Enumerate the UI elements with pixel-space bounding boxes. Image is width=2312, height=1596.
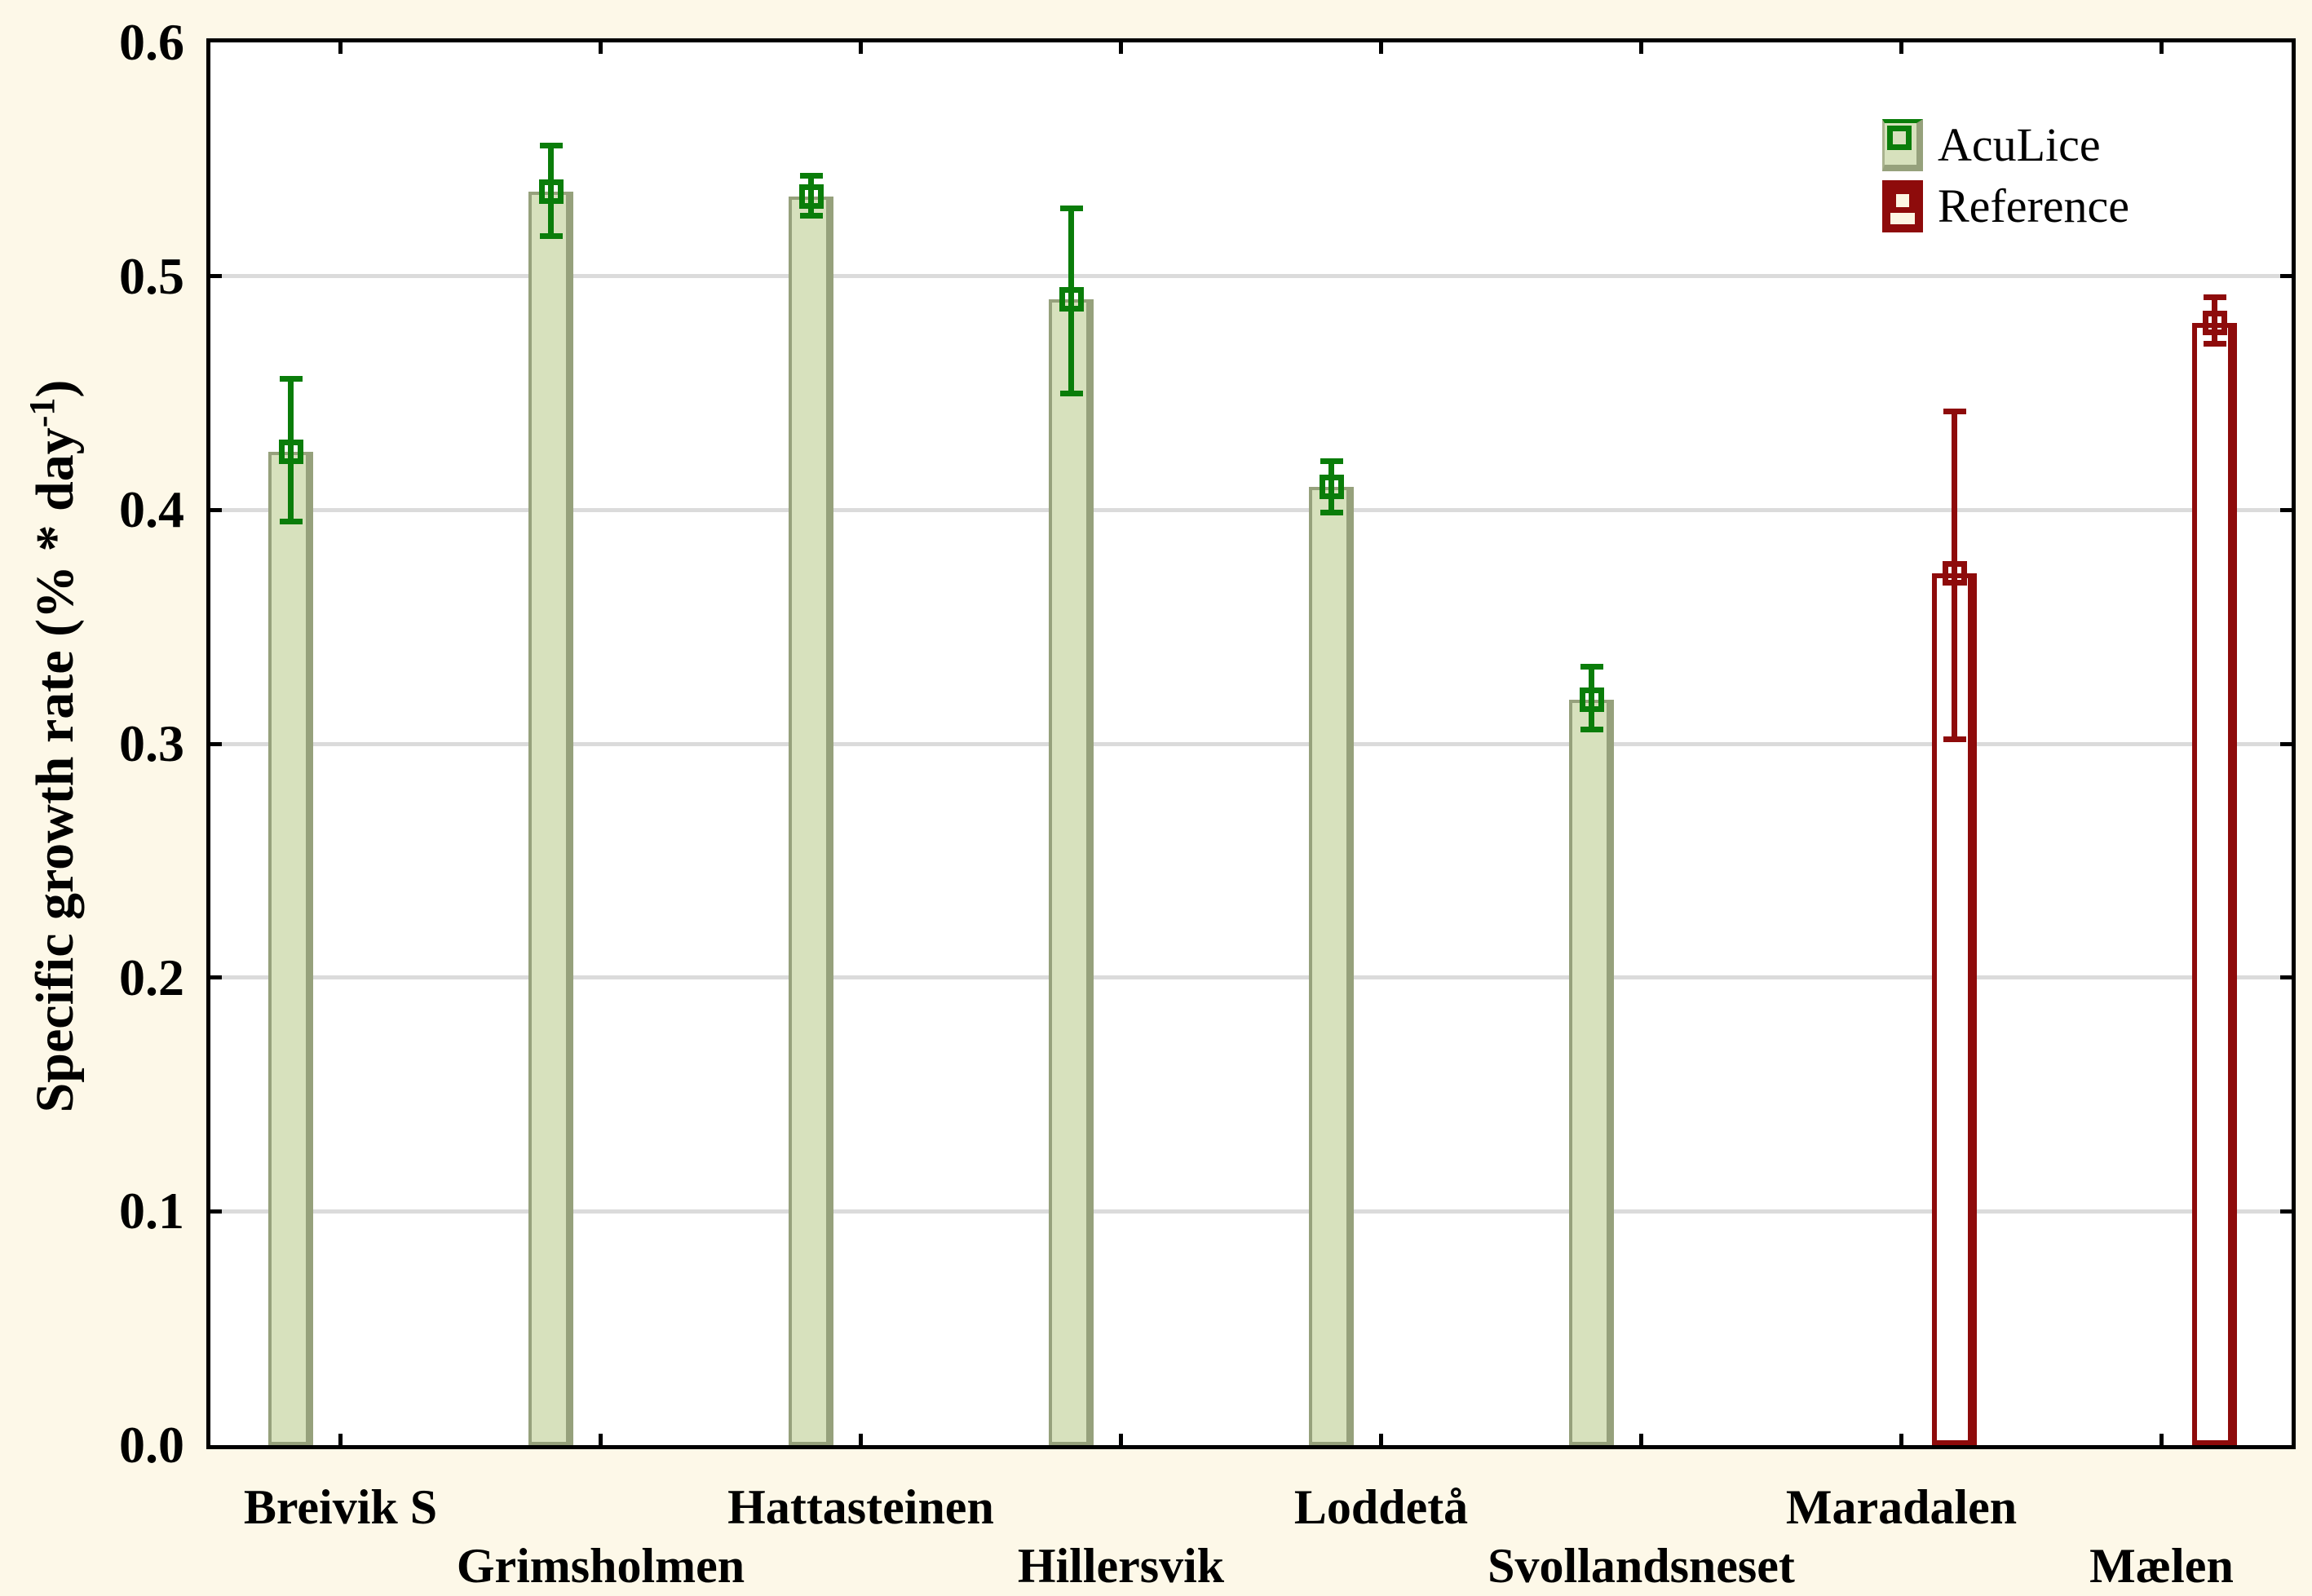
x-axis-tick-top [2159,42,2164,54]
x-label-maradalen: Maradalen [1785,1480,2018,1534]
mean-marker-loddet- [1319,474,1344,499]
error-bar-cap-top-hillersvik [1059,206,1083,212]
error-bar-cap-bottom-hattasteinen [799,212,823,219]
bar-reference-m-len [2192,323,2237,1445]
bar-aculice-hillersvik [1049,299,1094,1445]
y-axis-title-superscript: -1 [22,397,62,428]
reference-swatch-icon [1882,180,1923,232]
x-label-breivik-s: Breivik S [243,1480,438,1534]
error-bar-cap-top-maradalen [1943,409,1966,415]
legend-label-aculice: AcuLice [1938,118,2101,171]
error-bar-svollandsneset [1589,666,1594,730]
y-tick-label-0.3: 0.3 [119,714,184,772]
x-axis-tick-bottom [338,1434,343,1445]
error-bar-cap-bottom-hillersvik [1059,390,1083,396]
error-bar-cap-top-svollandsneset [1580,663,1603,670]
legend-item-reference: Reference [1882,180,2129,232]
x-axis-tick-top [1119,42,1123,54]
mean-marker-svollandsneset [1579,687,1604,712]
error-bar-hillersvik [1068,208,1074,393]
mean-marker-m-len [2202,311,2227,335]
x-label-grimsholmen: Grimsholmen [456,1539,745,1593]
x-label-hattasteinen: Hattasteinen [727,1480,994,1534]
x-axis-tick-top [599,42,603,54]
y-tick-label-0.5: 0.5 [119,246,184,305]
bar-aculice-hattasteinen [789,197,833,1445]
mean-marker-grimsholmen [538,179,564,205]
bar-aculice-svollandsneset [1569,699,1614,1445]
y-axis-title-close: ) [25,379,85,398]
legend-item-aculice: AcuLice [1882,119,2129,171]
error-bar-cap-bottom-breivik-s [279,519,303,525]
mean-marker-maradalen [1942,560,1967,586]
x-axis-tick-bottom [2159,1434,2164,1445]
error-bar-cap-top-hattasteinen [799,172,823,179]
error-bar-cap-bottom-maradalen [1943,736,1966,742]
gridline-0.5 [210,274,2292,279]
x-axis-tick-bottom [859,1434,863,1445]
y-axis-tick-left [210,741,222,746]
x-axis-tick-top [338,42,343,54]
x-label-loddet-: Loddetå [1293,1480,1469,1534]
error-bar-cap-top-grimsholmen [539,142,563,148]
x-axis-tick-bottom [599,1434,603,1445]
x-label-hillersvik: Hillersvik [1017,1539,1225,1593]
gridline-0.1 [210,1209,2292,1214]
y-axis-tick-right [2280,741,2292,746]
error-bar-cap-bottom-svollandsneset [1580,727,1603,733]
x-axis-tick-top [1379,42,1383,54]
x-label-m-len: Mælen [2089,1539,2234,1593]
y-tick-label-0.2: 0.2 [119,948,184,1006]
x-axis-tick-bottom [1379,1434,1383,1445]
aculice-square-marker-icon [1887,126,1912,150]
gridline-0.4 [210,507,2292,512]
y-tick-label-0.6: 0.6 [119,13,184,71]
y-tick-label-0.1: 0.1 [119,1182,184,1240]
error-bar-cap-bottom-loddet- [1320,509,1343,515]
mean-marker-hattasteinen [798,184,824,210]
y-tick-label-0.0: 0.0 [119,1416,184,1474]
y-axis-tick-right [2280,274,2292,279]
error-bar-cap-top-loddet- [1320,458,1343,464]
error-bar-hattasteinen [808,175,814,216]
aculice-swatch-icon [1882,119,1923,171]
plot-area: AcuLice Reference [206,38,2296,1449]
y-axis-tick-right [2280,1209,2292,1214]
y-axis-tick-left [210,1209,222,1214]
x-axis-tick-top [1639,42,1643,54]
error-bar-loddet- [1328,461,1334,513]
bar-aculice-loddet- [1309,486,1354,1445]
mean-marker-breivik-s [278,439,303,464]
x-axis-tick-bottom [1899,1434,1903,1445]
y-axis-tick-left [210,507,222,512]
legend: AcuLice Reference [1882,119,2129,232]
y-axis-tick-right [2280,507,2292,512]
error-bar-cap-bottom-grimsholmen [539,233,563,240]
y-tick-label-0.4: 0.4 [119,480,184,539]
error-bar-grimsholmen [548,145,554,237]
gridline-0.2 [210,975,2292,980]
bar-aculice-grimsholmen [528,192,573,1445]
error-bar-m-len [2212,297,2217,344]
x-axis-tick-top [1899,42,1903,54]
mean-marker-hillersvik [1059,287,1084,312]
error-bar-maradalen [1952,411,1957,740]
legend-label-reference: Reference [1938,179,2130,232]
error-bar-cap-top-m-len [2203,294,2226,300]
x-axis-tick-bottom [1639,1434,1643,1445]
y-axis-tick-right [2280,975,2292,980]
x-label-svollandsneset: Svollandsneset [1488,1539,1795,1593]
gridline-0.3 [210,741,2292,746]
error-bar-breivik-s [288,378,294,522]
bar-aculice-breivik-s [268,451,313,1445]
x-axis-tick-bottom [1119,1434,1123,1445]
x-axis-tick-top [859,42,863,54]
y-axis-tick-left [210,975,222,980]
error-bar-cap-bottom-m-len [2203,341,2226,347]
y-axis-tick-left [210,274,222,279]
error-bar-cap-top-breivik-s [279,376,303,382]
reference-square-marker-icon [1890,188,1915,213]
